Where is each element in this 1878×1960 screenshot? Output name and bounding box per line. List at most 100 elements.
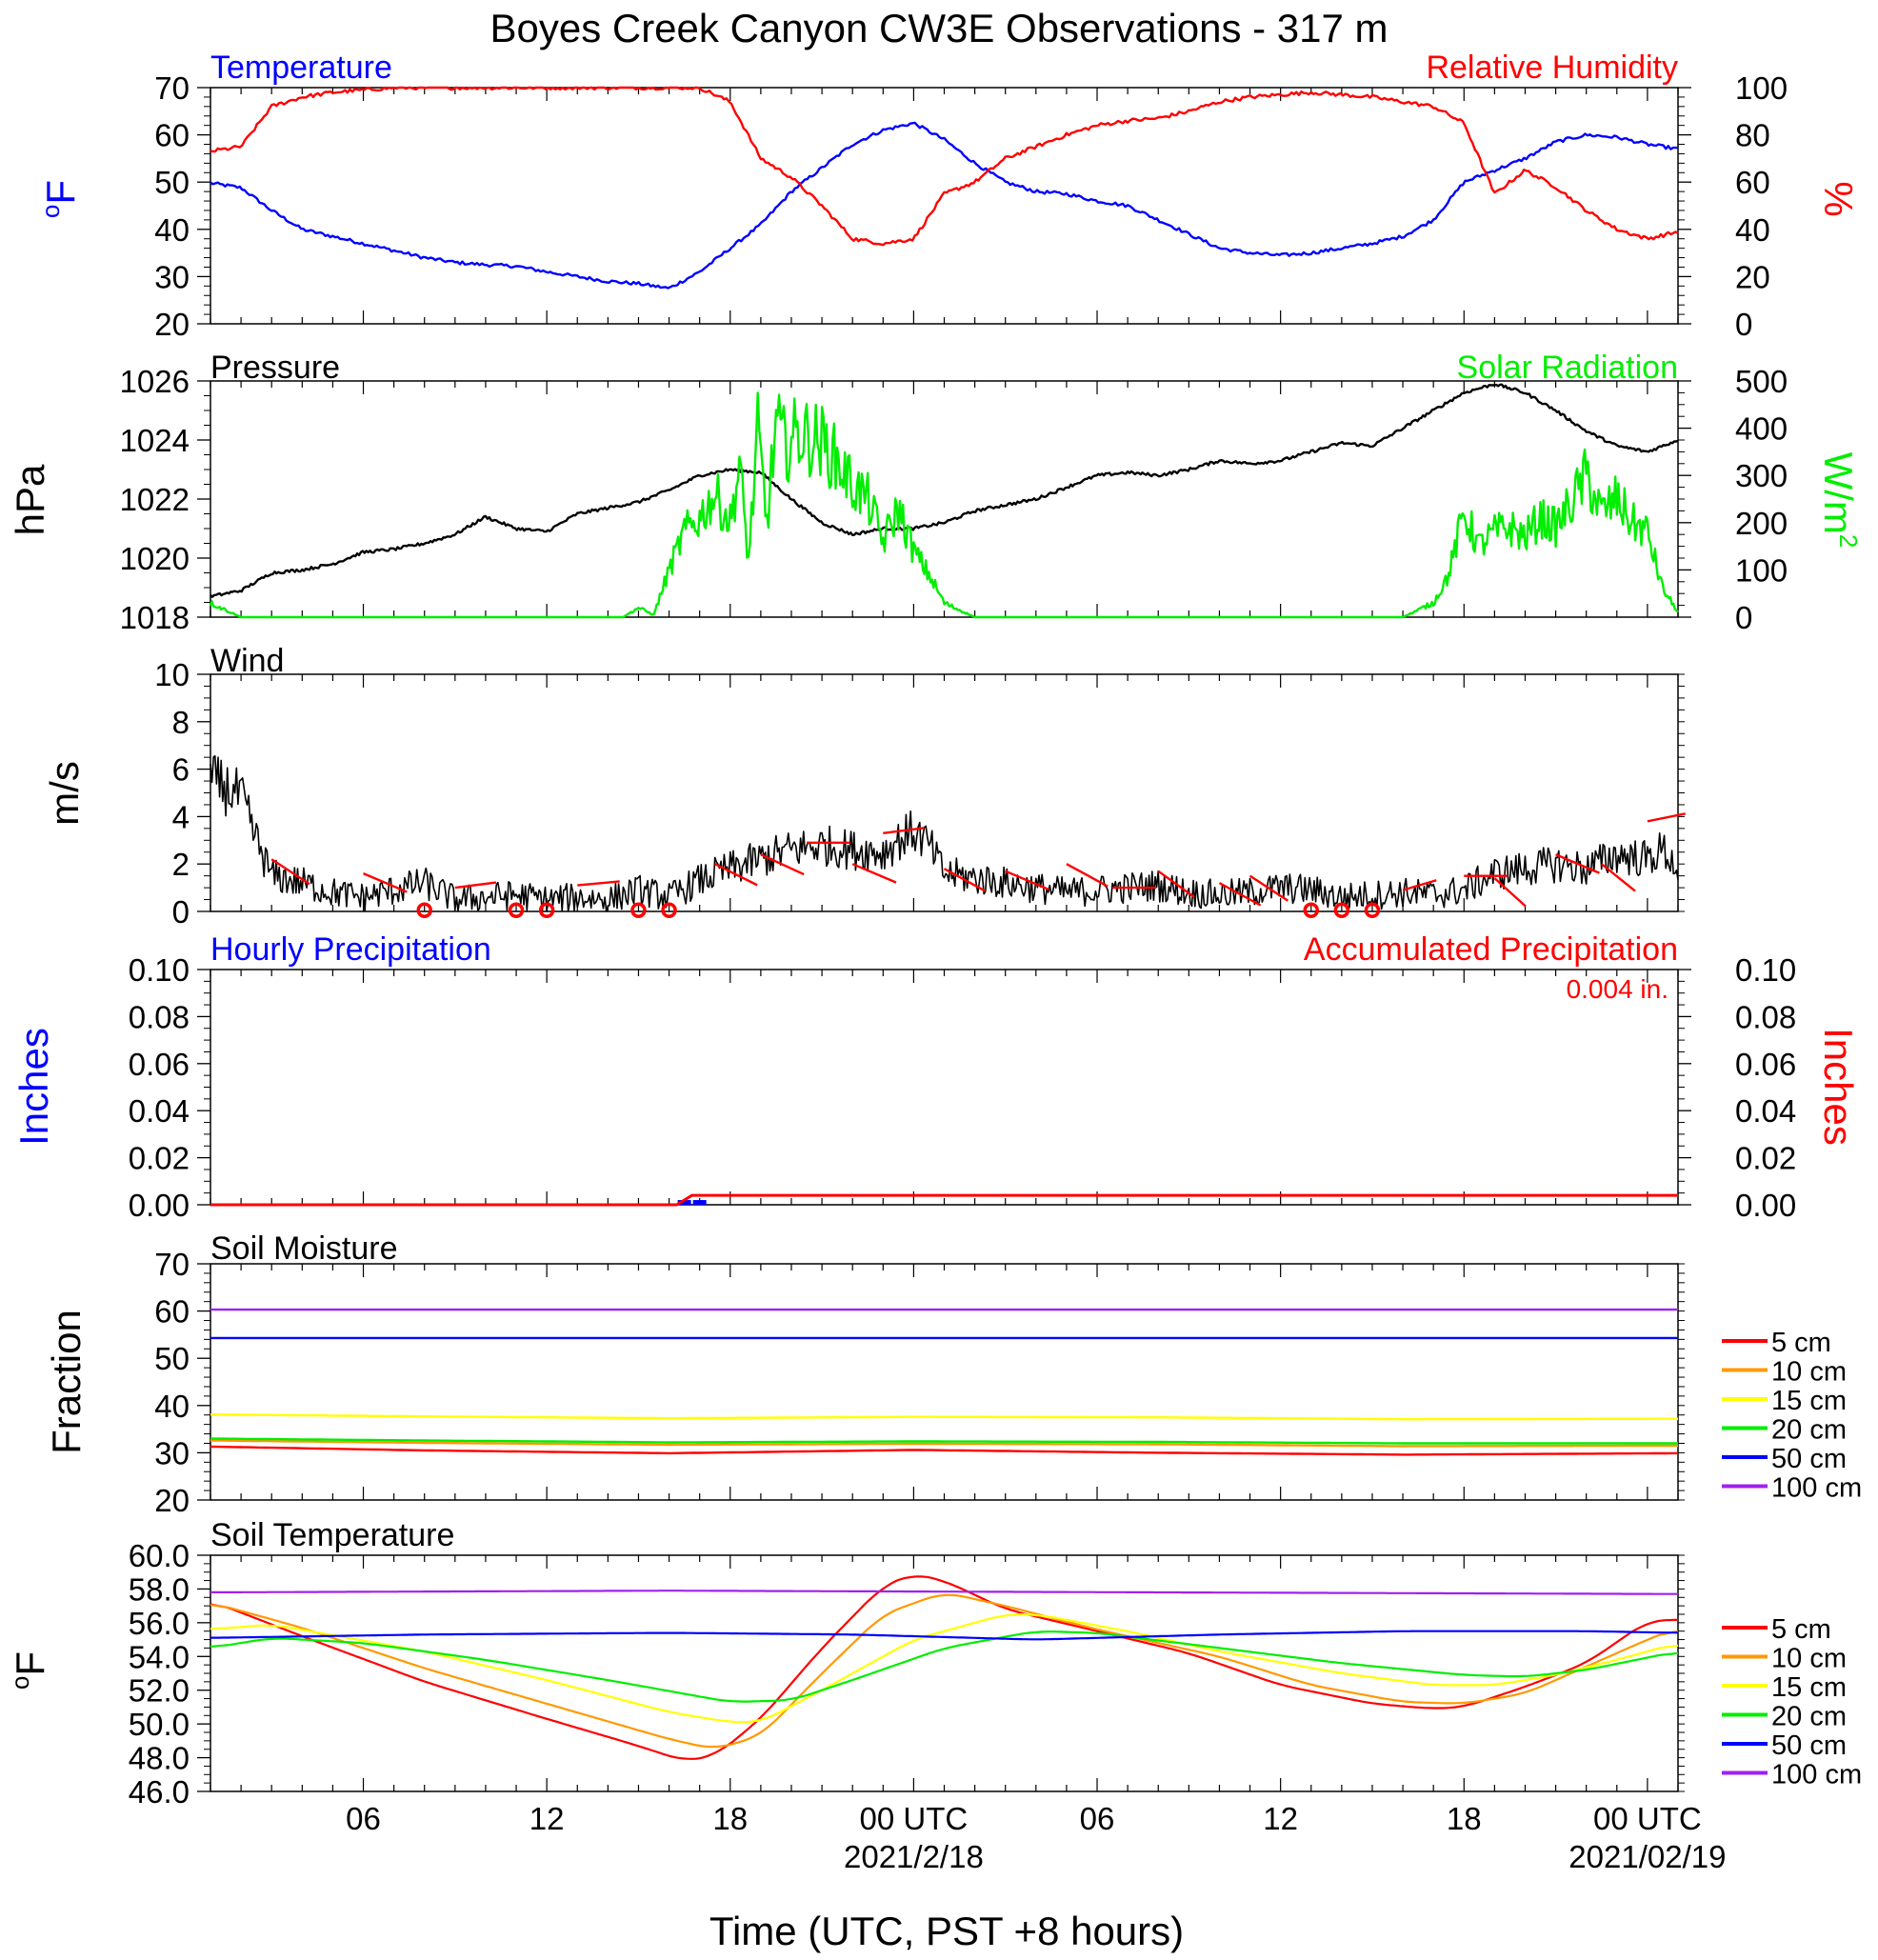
y-tick-label: 30: [154, 259, 190, 294]
x-tick-label: 18: [712, 1801, 748, 1836]
axis-label-wind-unit: m/s: [42, 761, 87, 826]
panel-frame: [210, 969, 1679, 1206]
legend-label: 50 cm: [1771, 1444, 1847, 1474]
panel-precipitation: Hourly Precipitation Accumulated Precipi…: [11, 931, 1861, 1223]
y-tick-label: 60: [154, 1294, 190, 1330]
x-tick-label: 12: [1263, 1801, 1298, 1836]
wind-calm-marker: [661, 902, 677, 919]
axis-label-soil-moisture: Fraction: [44, 1310, 89, 1454]
solar-unit-base: W/m: [1816, 452, 1861, 534]
panel-title-soil-moisture: Soil Moisture: [210, 1230, 398, 1267]
axis-label-pressure-unit: hPa: [8, 464, 52, 535]
panel-title-pressure: Pressure: [210, 350, 340, 386]
panel-temperature-humidity: Temperature Relative Humidity oF % 20 30 4…: [36, 50, 1861, 342]
chart-title: Boyes Creek Canyon CW3E Observations - 3…: [489, 6, 1388, 50]
wind-barb: [851, 863, 897, 884]
hourly-precip-bar: [677, 1200, 691, 1205]
y-tick-label: 60.0: [129, 1538, 190, 1573]
y-tick-label: 1024: [120, 423, 190, 458]
y-tick-label: 300: [1735, 458, 1788, 493]
y-tick-label: 20: [154, 307, 190, 342]
panel-title-hourly-precip: Hourly Precipitation: [210, 931, 491, 968]
y-tick-label: 100: [1735, 552, 1788, 588]
y-tick-label: 0.04: [129, 1093, 190, 1129]
wind-barb: [883, 827, 925, 835]
y-tick-label: 60: [154, 118, 190, 153]
wind-calm-marker: [630, 902, 647, 919]
y-tick-label: 1022: [120, 482, 190, 517]
wind-barb: [1066, 863, 1109, 888]
hourly-precip-bar: [692, 1200, 707, 1205]
x-date-label: 2021/2/18: [844, 1839, 984, 1874]
degree-unit: F: [38, 180, 83, 205]
y-tick-label: 200: [1735, 506, 1788, 541]
y-tick-label: 400: [1735, 411, 1788, 447]
y-tick-label: 0.00: [1735, 1188, 1796, 1223]
y-tick-label: 70: [154, 70, 190, 106]
soil-temperature-line: [210, 1630, 1678, 1641]
y-tick-label: 70: [154, 1247, 190, 1282]
y-tick-label: 0: [1735, 307, 1752, 342]
x-date-label: 2021/02/19: [1568, 1839, 1726, 1874]
wind-barb: [1493, 877, 1527, 908]
wind-barb: [1157, 870, 1195, 898]
y-tick-label: 30: [154, 1435, 190, 1470]
legend-label: 100 cm: [1771, 1760, 1862, 1790]
soil-moisture-line: [210, 1437, 1678, 1445]
wind-barb: [760, 853, 805, 876]
legend-label: 50 cm: [1771, 1730, 1847, 1761]
axis-label-solar-unit: W/m2: [1816, 452, 1863, 549]
y-tick-label: 58.0: [129, 1571, 190, 1607]
y-tick-label: 50: [154, 1341, 190, 1376]
y-tick-label: 100: [1735, 70, 1788, 106]
y-tick-label: 40: [154, 212, 190, 248]
legend-label: 15 cm: [1771, 1386, 1847, 1416]
y-tick-label: 52.0: [129, 1673, 190, 1709]
wind-barb: [943, 868, 987, 892]
y-tick-label: 0.00: [129, 1188, 190, 1223]
wind-barb: [363, 872, 408, 893]
wind-barb: [714, 863, 758, 887]
y-tick-label: 1026: [120, 364, 190, 399]
wind-calm-marker: [508, 902, 525, 919]
y-tick-label: 0.04: [1735, 1093, 1796, 1129]
y-tick-label: 0.02: [1735, 1141, 1796, 1176]
wind-barb: [1005, 870, 1050, 891]
y-tick-label: 56.0: [129, 1606, 190, 1641]
x-tick-label: 18: [1447, 1801, 1482, 1836]
panel-frame: [210, 380, 1679, 618]
soil-moisture-line: [210, 1413, 1678, 1421]
legend-label: 100 cm: [1771, 1473, 1862, 1504]
y-tick-label: 40: [154, 1389, 190, 1424]
soil-temperature-line: [210, 1593, 1679, 1749]
legend-label: 10 cm: [1771, 1644, 1847, 1674]
wind-barb: [1555, 853, 1600, 874]
y-tick-label: 50: [154, 165, 190, 200]
soil-degree-unit: F: [8, 1651, 52, 1676]
wind-calm-marker: [1333, 902, 1350, 919]
panel-title-accumulated-precip: Accumulated Precipitation: [1304, 931, 1678, 968]
x-axis-label: Time (UTC, PST +8 hours): [709, 1909, 1184, 1953]
wind-calm-marker: [1303, 902, 1319, 919]
y-tick-label: 0.06: [129, 1047, 190, 1082]
y-tick-label: 40: [1735, 212, 1770, 248]
x-tick-label: 00 UTC: [1593, 1801, 1702, 1836]
y-tick-label: 500: [1735, 364, 1788, 399]
soil-temperature-line: [210, 1575, 1679, 1760]
y-tick-label: 20: [154, 1483, 190, 1518]
y-tick-label: 0.02: [129, 1141, 190, 1176]
wind-barb: [270, 858, 310, 886]
panel-wind: Wind m/s 0 2 4 6 8 10: [42, 643, 1686, 930]
legend-label: 20 cm: [1771, 1702, 1847, 1732]
solar-unit-exponent: 2: [1834, 534, 1863, 548]
legend-label: 20 cm: [1771, 1415, 1847, 1446]
soil-temperature-line: [210, 1590, 1678, 1595]
degree-symbol: o: [36, 205, 65, 218]
wind-barb: [1218, 882, 1262, 907]
wind-barb: [1249, 874, 1289, 902]
panel-title-soil-temperature: Soil Temperature: [210, 1517, 454, 1553]
accumulated-precip-line: [210, 1193, 1678, 1207]
panel-frame: [210, 1263, 1679, 1501]
wind-speed-line: [210, 755, 1679, 912]
